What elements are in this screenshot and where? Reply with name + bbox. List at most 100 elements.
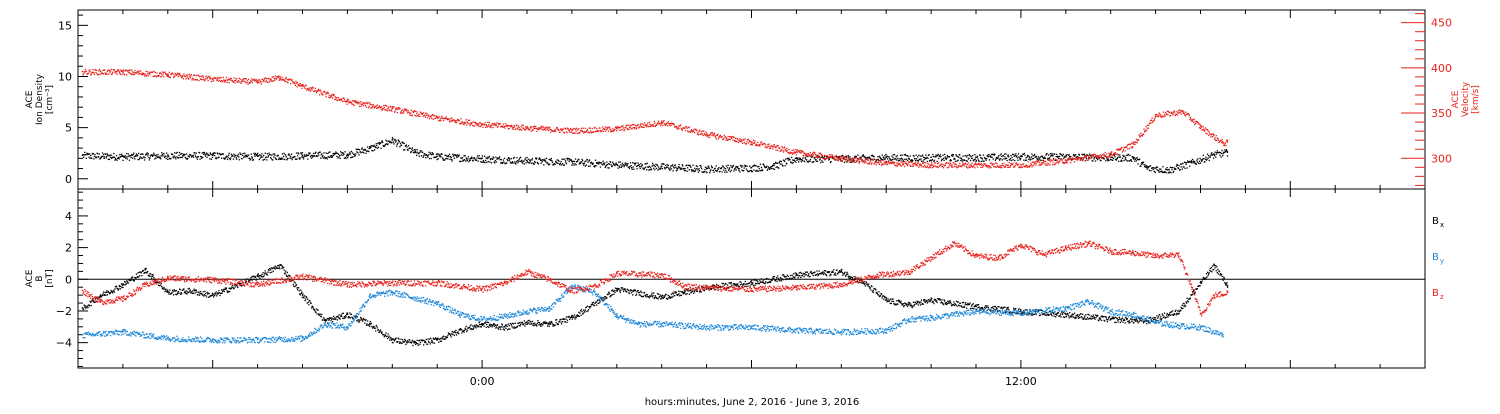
data-point [359,106,360,107]
data-point [1038,160,1039,161]
data-point [977,156,978,157]
data-point [535,162,536,163]
data-point [419,152,420,153]
data-point [923,166,924,167]
data-point [224,81,225,82]
data-point [261,153,262,154]
data-point [813,154,814,155]
data-point [130,280,131,281]
data-point [106,157,107,158]
y-tick-label: 2 [65,242,72,255]
data-point [997,157,998,158]
data-point [528,159,529,160]
data-point [141,275,142,276]
data-point [255,153,256,154]
data-point [689,169,690,170]
data-point [288,153,289,154]
data-point [263,276,264,277]
data-point [284,80,285,81]
data-point [793,149,794,150]
data-point [1142,135,1143,136]
data-point [1018,153,1019,154]
data-point [357,152,358,153]
data-point [762,170,763,171]
data-point [1215,152,1216,153]
data-point [733,165,734,166]
data-point [234,82,235,83]
data-point [521,126,522,127]
data-point [466,119,467,120]
data-point [161,155,162,156]
data-point [590,130,591,131]
data-point [769,168,770,169]
data-point [585,132,586,133]
data-point [188,78,189,79]
data-point [946,158,947,159]
data-point [331,157,332,158]
data-point [119,154,120,155]
data-point [927,165,928,166]
data-point [263,155,264,156]
data-point [1217,150,1218,151]
data-point [1196,164,1197,165]
data-point [192,78,193,79]
data-point [511,126,512,127]
data-point [350,153,351,154]
data-point [399,108,400,109]
data-point [377,105,378,106]
data-point [148,153,149,154]
data-point [128,282,129,283]
data-point [481,158,482,159]
data-point [468,156,469,157]
data-point [240,283,241,284]
data-point [699,129,700,130]
data-point [176,294,177,295]
data-point [621,166,622,167]
data-point [746,166,747,167]
data-point [672,164,673,165]
data-point [197,79,198,80]
data-point [910,156,911,157]
data-point [540,163,541,164]
data-point [229,291,230,292]
data-point [1093,156,1094,157]
data-point [99,69,100,70]
data-point [776,146,777,147]
data-point [1193,119,1194,120]
data-point [1050,153,1051,154]
data-point [784,161,785,162]
data-point [411,149,412,150]
data-point [203,77,204,78]
data-point [968,165,969,166]
data-point [137,155,138,156]
data-point [1148,128,1149,129]
data-point [184,291,185,292]
data-point [392,138,393,139]
data-point [587,162,588,163]
data-point [916,158,917,159]
data-point [582,160,583,161]
right-y-tick-label: 300 [1431,152,1452,165]
data-point [174,76,175,77]
data-point [85,305,86,306]
data-point [967,164,968,165]
data-point [581,128,582,129]
data-point [212,157,213,158]
data-point [1213,135,1214,136]
data-point [477,155,478,156]
data-point [450,156,451,157]
data-point [736,169,737,170]
data-point [1216,140,1217,141]
data-point [512,129,513,130]
data-point [1042,160,1043,161]
data-point [572,163,573,164]
data-point [1100,160,1101,161]
data-point [123,69,124,70]
data-point [489,161,490,162]
data-point [1202,130,1203,131]
data-point [310,91,311,92]
data-point [344,151,345,152]
data-point [647,124,648,125]
data-point [575,158,576,159]
data-point [963,165,964,166]
